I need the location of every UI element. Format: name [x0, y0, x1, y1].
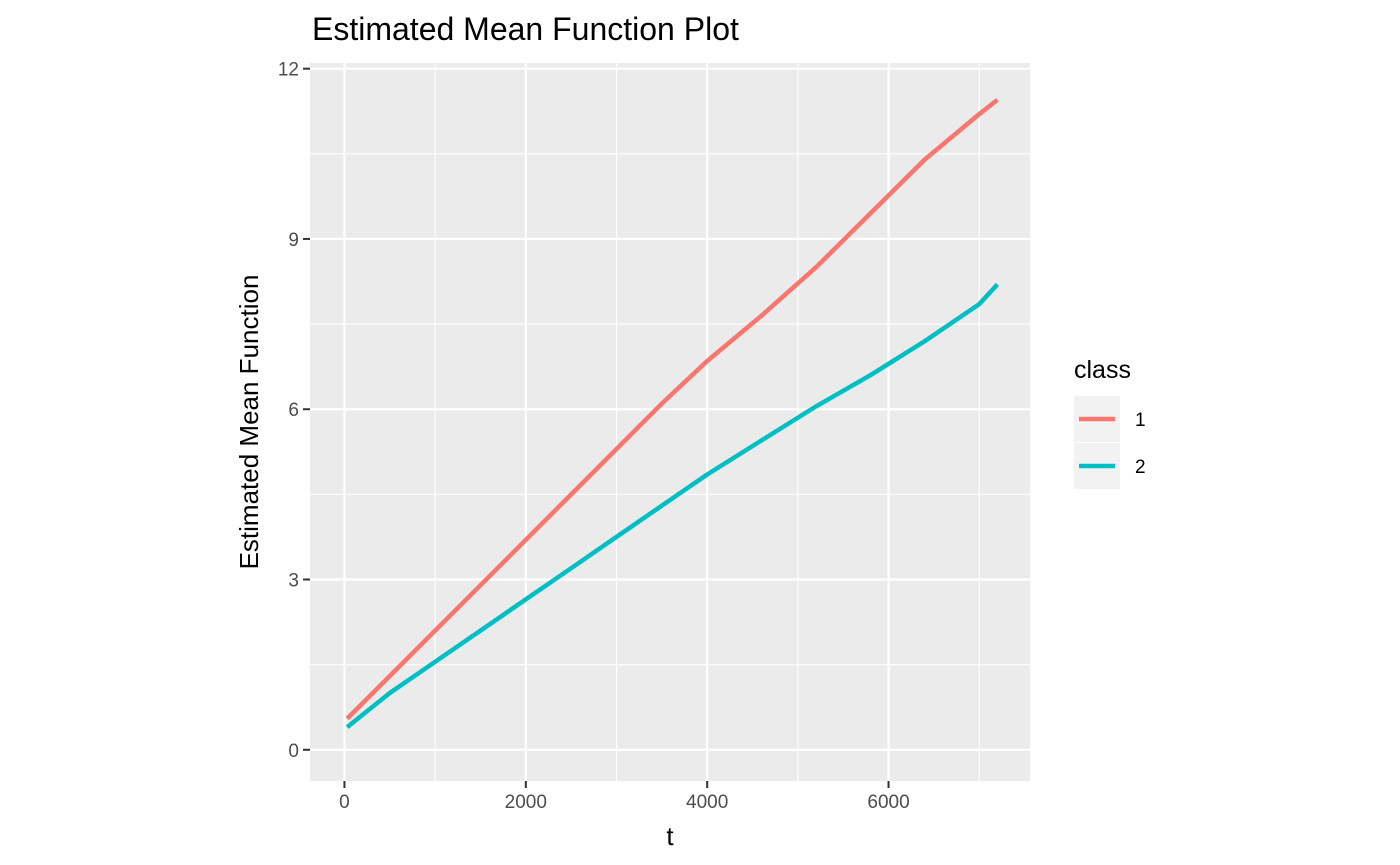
grid-lines — [310, 63, 1030, 781]
x-tick-label: 4000 — [686, 792, 728, 813]
y-axis-title: Estimated Mean Function — [234, 275, 264, 570]
y-tick-label: 0 — [288, 741, 299, 762]
axes: 0 2000 4000 6000 0 3 6 9 12 — [278, 60, 910, 813]
y-tick-label: 9 — [288, 230, 299, 251]
legend-label-2: 2 — [1135, 457, 1146, 478]
legend-label-1: 1 — [1135, 410, 1146, 431]
chart-title: Estimated Mean Function Plot — [312, 11, 739, 47]
x-axis-title: t — [666, 821, 674, 851]
series-line-1 — [345, 98, 999, 721]
x-tick-label: 6000 — [867, 792, 909, 813]
legend-title: class — [1074, 356, 1131, 384]
series-line-2 — [345, 282, 1000, 729]
legend: class 1 2 — [1074, 356, 1146, 489]
y-tick-label: 6 — [288, 400, 299, 421]
y-tick-label: 3 — [288, 571, 299, 592]
x-tick-label: 2000 — [505, 792, 547, 813]
series-lines — [345, 98, 1000, 729]
y-tick-label: 12 — [278, 60, 299, 81]
plot-panel — [310, 63, 1030, 781]
x-tick-label: 0 — [339, 792, 350, 813]
